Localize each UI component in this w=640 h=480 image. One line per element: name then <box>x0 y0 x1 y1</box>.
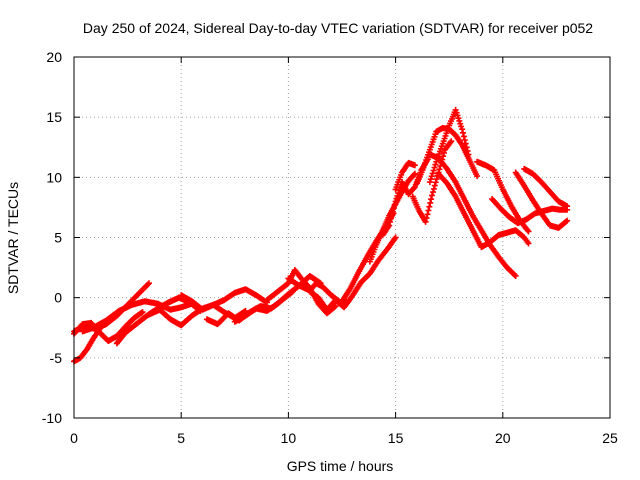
data-point-markers <box>79 298 195 335</box>
data-point-markers <box>306 234 399 313</box>
y-tick-label: -5 <box>50 350 63 366</box>
data-point-markers <box>512 169 571 231</box>
data-point-markers <box>231 273 324 325</box>
x-axis-label: GPS time / hours <box>287 458 394 474</box>
y-tick-label: -10 <box>42 410 62 426</box>
series-arc-4 <box>79 298 195 335</box>
x-tick-label: 25 <box>602 430 618 446</box>
x-tick-label: 15 <box>388 430 404 446</box>
y-tick-label: 0 <box>54 290 62 306</box>
data-point-markers <box>178 286 270 313</box>
series-arc-24 <box>512 169 571 231</box>
data-point-markers <box>474 158 532 235</box>
series-arc-22 <box>474 158 532 235</box>
series-arc-16 <box>392 159 418 193</box>
series-arc-20 <box>426 151 519 279</box>
series-arc-12 <box>306 234 399 313</box>
data-point-markers <box>435 170 532 251</box>
x-tick-label: 20 <box>495 430 511 446</box>
axis-ticks: 0 5 10 15 20 25 -10 -5 0 5 10 15 20 <box>42 49 618 446</box>
series-arc-9 <box>231 273 324 325</box>
x-tick-label: 10 <box>281 430 297 446</box>
data-point-markers <box>426 151 519 279</box>
data-point-markers <box>392 159 418 193</box>
y-tick-label: 10 <box>46 169 62 185</box>
series-arc-21 <box>435 170 532 251</box>
y-axis-label: SDTVAR / TECUs <box>5 182 21 294</box>
y-tick-label: 20 <box>46 49 62 65</box>
x-tick-label: 5 <box>177 430 185 446</box>
y-tick-label: 15 <box>46 109 62 125</box>
x-tick-label: 0 <box>70 430 78 446</box>
y-tick-label: 5 <box>54 230 62 246</box>
data-points <box>71 106 571 365</box>
data-point-markers <box>521 165 571 210</box>
series-arc-7 <box>178 286 270 313</box>
chart-title: Day 250 of 2024, Sidereal Day-to-day VTE… <box>83 20 593 36</box>
series-arc-25 <box>521 165 571 210</box>
